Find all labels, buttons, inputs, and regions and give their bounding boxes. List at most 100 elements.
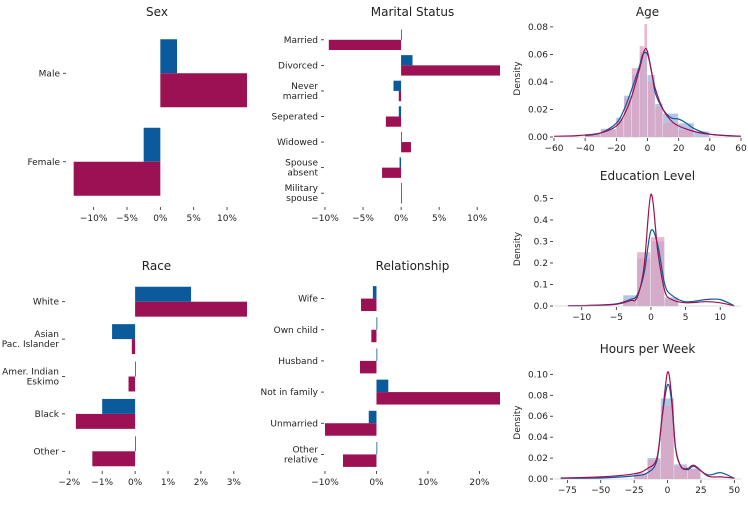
marital-ytick-label: Widowed — [277, 138, 318, 148]
race-title: Race — [142, 259, 171, 273]
age-hist-bar-group-a — [694, 131, 710, 137]
marital-bar-group-a — [399, 157, 402, 168]
relationship-bar-group-b — [360, 360, 377, 374]
relationship-ytick-label: Wife — [298, 295, 318, 305]
hours-ylabel: Density — [513, 405, 523, 440]
race-xtick-label: −1% — [91, 478, 113, 488]
age-xtick-label: 40 — [704, 144, 716, 154]
race-bar-group-a — [102, 398, 136, 414]
hours-ytick-label: 0.06 — [528, 412, 548, 422]
age-hist-bar-group-b — [585, 134, 601, 137]
hours-xtick-label: −25 — [625, 486, 644, 496]
relationship-bar-group-b — [361, 298, 377, 312]
education-kde-group-b — [567, 193, 735, 307]
hours-hist-bar-group-b — [660, 405, 674, 479]
sex-bar-group-b — [160, 73, 247, 108]
relationship-bar-group-b — [343, 454, 377, 467]
age-ytick-label: 0.06 — [528, 50, 548, 60]
age-ytick-label: 0.04 — [528, 78, 548, 88]
sex-xtick-label: 0% — [153, 214, 168, 224]
relationship-bar-group-a — [376, 441, 378, 455]
marital-xtick-label: −5% — [352, 214, 374, 224]
age-hist-bar-group-b — [624, 98, 632, 137]
relationship-ytick-label: relative — [284, 455, 318, 465]
race-xtick-label: 0% — [128, 478, 143, 488]
marital-bar-group-b — [401, 193, 402, 204]
marital-ytick-label: Never — [291, 82, 318, 92]
hours-title: Hours per Week — [600, 342, 696, 356]
sex-bar-group-a — [160, 39, 177, 74]
hours-xtick-label: 0 — [665, 486, 671, 496]
relationship-xtick-label: 10% — [418, 478, 438, 488]
race-ytick-label: Asian — [34, 330, 59, 340]
relationship-ytick-label: Husband — [278, 357, 318, 367]
education-hist-bar-group-b — [664, 299, 679, 306]
hours-ytick-label: 0.08 — [528, 391, 548, 401]
race-xtick-label: 1% — [161, 478, 176, 488]
race-ytick-label: Amer. Indian — [2, 368, 59, 378]
marital-bar-group-a — [401, 55, 413, 66]
race-xtick-label: 3% — [227, 478, 242, 488]
hours-ytick-label: 0.04 — [528, 433, 548, 443]
education-xtick-label: 10 — [714, 313, 726, 323]
age-xtick-label: 20 — [673, 144, 685, 154]
age-title: Age — [636, 5, 659, 19]
race-bar-group-a — [135, 436, 136, 452]
relationship-bar-group-a — [376, 348, 378, 361]
sex-bar-group-b — [73, 161, 161, 196]
age-xtick-label: −20 — [607, 144, 626, 154]
marital-bar-group-b — [398, 90, 402, 102]
education-title: Education Level — [600, 169, 695, 183]
marital-bar-group-a — [398, 106, 402, 117]
sex-ytick-label: Male — [39, 69, 61, 79]
relationship-xtick-label: 0% — [369, 478, 384, 488]
marital-bar-group-a — [401, 29, 402, 40]
hours-xtick-label: 50 — [729, 486, 741, 496]
sex-title: Sex — [146, 5, 168, 19]
hours-xtick-label: 25 — [695, 486, 706, 496]
race-bar-group-a — [135, 286, 192, 302]
race-xtick-label: −2% — [58, 478, 80, 488]
age-hist-bar-group-b — [600, 130, 616, 137]
marital-xtick-label: 5% — [432, 214, 447, 224]
sex-ytick-label: Female — [27, 158, 60, 168]
age-xtick-label: −40 — [576, 144, 595, 154]
relationship-bar-group-b — [325, 423, 377, 436]
race-bar-group-a — [135, 361, 136, 377]
race-bar-group-b — [131, 339, 136, 355]
marital-bar-group-b — [401, 142, 411, 153]
relationship-xtick-label: −10% — [311, 478, 339, 488]
relationship-title: Relationship — [376, 259, 450, 273]
marital-ytick-label: spouse — [286, 194, 318, 204]
education-ylabel: Density — [513, 231, 523, 266]
relationship-ytick-label: Other — [292, 445, 318, 455]
education-hist-bar-group-b — [637, 252, 651, 306]
relationship-bar-group-a — [376, 379, 389, 393]
age-xtick-label: −60 — [545, 144, 564, 154]
sex-xtick-label: 5% — [187, 214, 202, 224]
marital-ytick-label: absent — [287, 169, 318, 179]
marital-bar-group-b — [328, 39, 402, 51]
age-ytick-label: 0.02 — [528, 105, 548, 115]
hours-hist-bar-group-b — [687, 468, 701, 479]
marital-bar-group-b — [382, 167, 402, 178]
hours-hist-bar-group-b — [634, 472, 647, 479]
relationship-bar-group-a — [376, 317, 378, 330]
race-ytick-label: Pac. Islander — [2, 340, 60, 350]
relationship-ytick-label: Own child — [274, 326, 318, 336]
age-hist-bar-group-b — [655, 106, 663, 137]
sex-xtick-label: −5% — [116, 214, 138, 224]
race-bar-group-b — [128, 376, 136, 392]
race-ytick-label: White — [33, 298, 60, 308]
marital-bar-group-b — [385, 116, 402, 127]
relationship-xtick-label: 20% — [469, 478, 489, 488]
race-xtick-label: 2% — [194, 478, 209, 488]
marital-bar-group-a — [401, 182, 402, 194]
marital-ytick-label: Seperated — [272, 113, 319, 123]
age-xtick-label: 0 — [645, 144, 651, 154]
race-bar-group-b — [92, 451, 136, 467]
relationship-bar-group-a — [368, 410, 377, 424]
sex-xtick-label: 10% — [217, 214, 237, 224]
relationship-ytick-label: Not in family — [261, 388, 319, 398]
